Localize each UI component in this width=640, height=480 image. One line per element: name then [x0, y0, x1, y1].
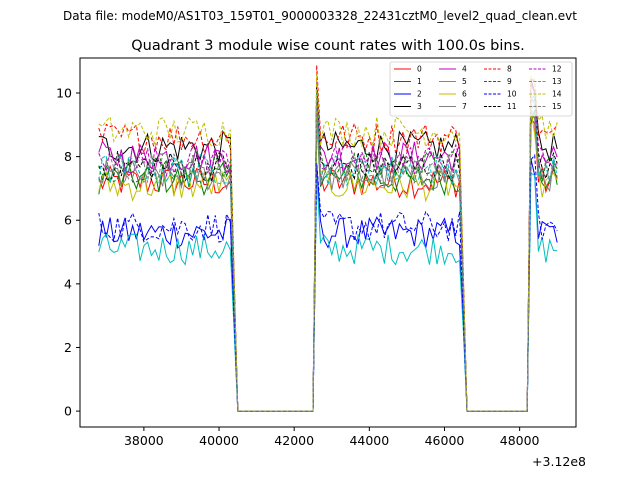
- x-tick-label: 48000: [500, 433, 540, 448]
- chart-suptitle: Data file: modeM0/AS1T03_159T01_90000033…: [63, 9, 577, 23]
- y-tick-label: 2: [64, 340, 72, 355]
- y-tick-label: 0: [64, 404, 72, 419]
- legend-label-1: 1: [417, 77, 422, 86]
- x-offset-label: +3.12e8: [532, 454, 586, 469]
- legend-label-3: 3: [417, 102, 422, 111]
- legend-box: [389, 61, 573, 117]
- x-tick-label: 42000: [274, 433, 314, 448]
- legend-label-15: 15: [552, 102, 562, 111]
- legend-label-13: 13: [552, 77, 562, 86]
- y-tick-label: 8: [64, 149, 72, 164]
- series-layer: [98, 65, 558, 412]
- series-line-14: [98, 73, 558, 412]
- series-line-10: [98, 153, 558, 412]
- legend-label-8: 8: [507, 65, 512, 74]
- legend-label-12: 12: [552, 65, 562, 74]
- series-line-15: [98, 101, 558, 412]
- legend-label-6: 6: [462, 90, 467, 99]
- y-tick-label: 4: [64, 276, 72, 291]
- legend-label-0: 0: [417, 65, 422, 74]
- legend-label-4: 4: [462, 65, 467, 74]
- legend-label-10: 10: [507, 90, 517, 99]
- x-tick-label: 46000: [425, 433, 465, 448]
- legend-label-14: 14: [552, 90, 562, 99]
- chart-title: Quadrant 3 module wise count rates with …: [131, 38, 525, 54]
- x-tick-label: 38000: [124, 433, 164, 448]
- legend-label-2: 2: [417, 90, 422, 99]
- legend-label-5: 5: [462, 77, 467, 86]
- axes-frame: [79, 57, 577, 428]
- y-tick-label: 6: [64, 213, 72, 228]
- legend-label-7: 7: [462, 102, 467, 111]
- x-tick-label: 44000: [349, 433, 389, 448]
- y-tick-label: 10: [56, 85, 72, 100]
- x-tick-label: 40000: [199, 433, 239, 448]
- legend-label-11: 11: [507, 102, 517, 111]
- legend-label-9: 9: [507, 77, 512, 86]
